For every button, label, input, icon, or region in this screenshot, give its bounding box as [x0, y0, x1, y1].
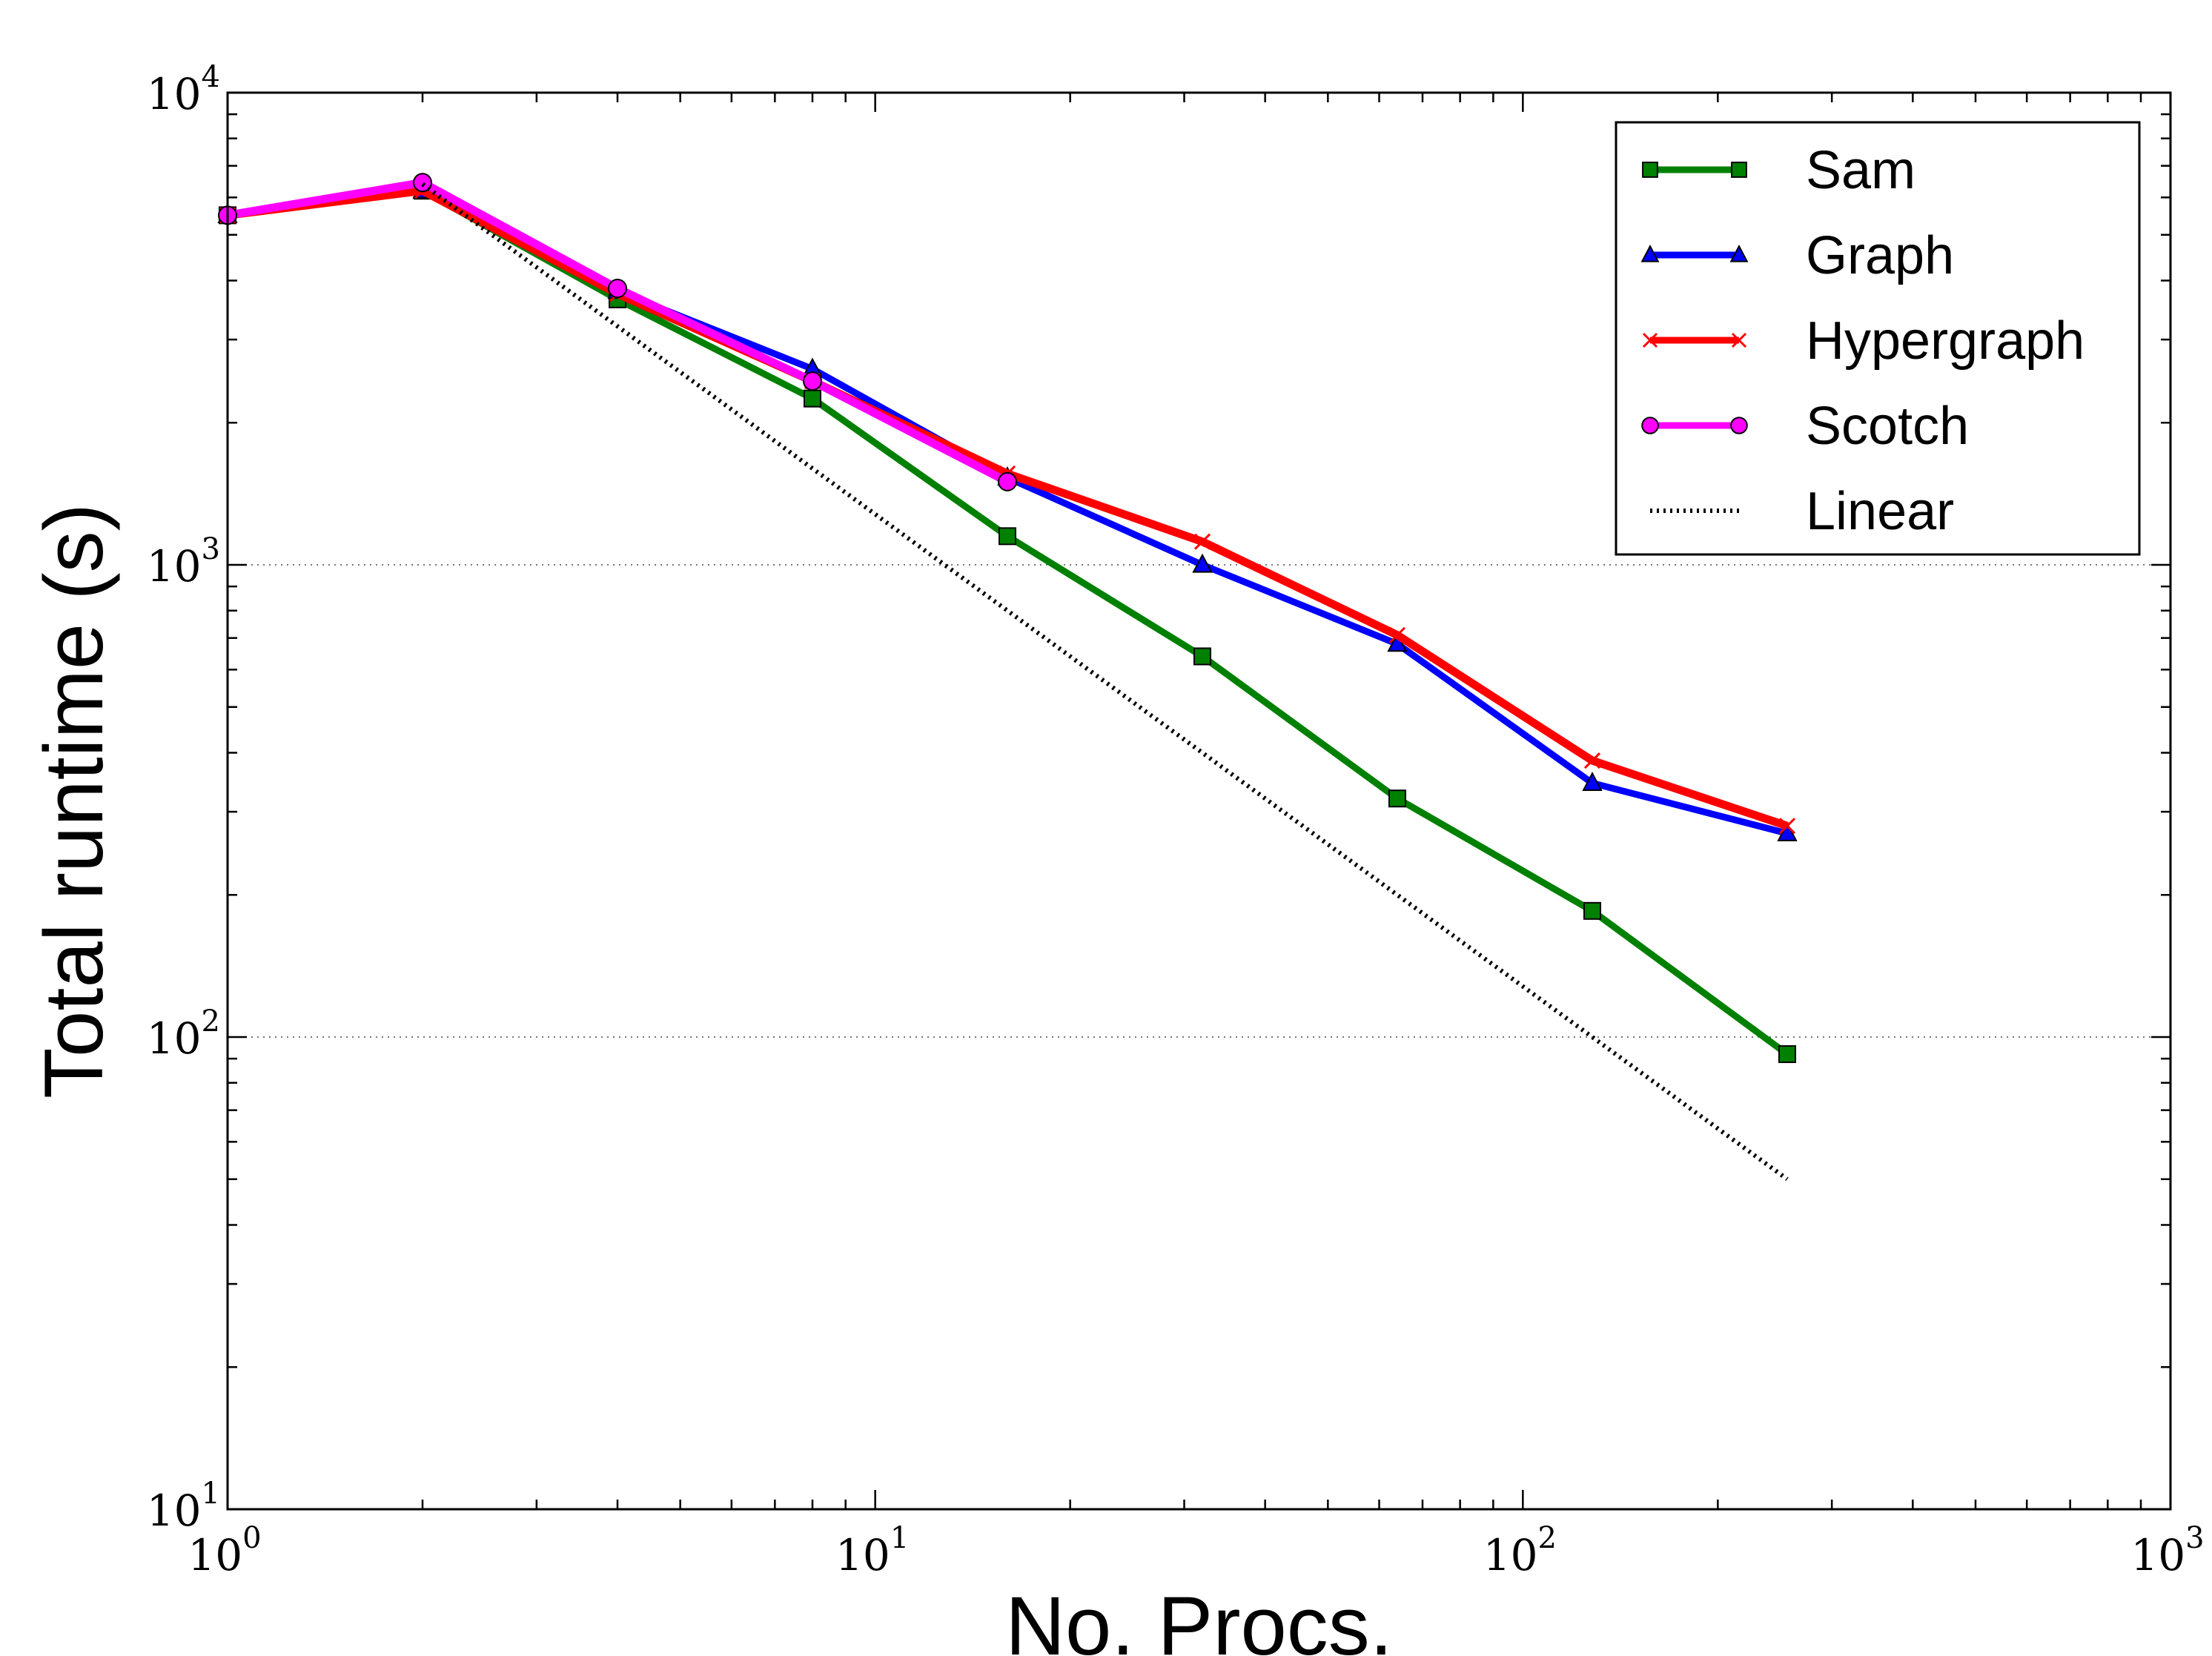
data-point-scotch	[997, 471, 1017, 491]
data-point-sam	[1778, 1045, 1796, 1064]
legend-marker	[1729, 244, 1749, 262]
legend-marker-stroke	[1642, 332, 1658, 348]
legend-marker	[1731, 162, 1747, 178]
x-axis-label: No. Procs.	[1005, 1580, 1393, 1656]
y-tick-label: 102	[147, 1004, 220, 1064]
data-point-scotch	[412, 173, 432, 193]
legend-item-linear: Linear	[1650, 482, 1954, 541]
data-point-hypergraph-stroke	[1388, 626, 1406, 643]
data-point-graph	[1192, 553, 1213, 573]
legend-label: Hypergraph	[1806, 311, 2084, 371]
legend-item-sam: Sam	[1642, 141, 1915, 200]
data-point-hypergraph	[1778, 818, 1796, 835]
legend: Sam Graph Hypergraph Scotch Linear	[1615, 121, 2141, 556]
data-point-sam	[998, 527, 1016, 546]
data-point-hypergraph	[1388, 626, 1406, 643]
legend-marker	[1642, 332, 1658, 348]
legend-marker	[1730, 417, 1748, 434]
x-tick-label: 101	[835, 1521, 909, 1580]
y-tick-label: 101	[147, 1477, 220, 1536]
data-point-scotch	[802, 371, 822, 391]
series-line-linear	[421, 182, 1789, 1182]
legend-item-graph: Graph	[1640, 226, 1954, 285]
legend-marker	[1642, 162, 1658, 178]
data-point-hypergraph-stroke	[1778, 818, 1796, 835]
y-tick-label: 103	[147, 532, 220, 592]
x-tick-label: 103	[2130, 1521, 2204, 1580]
series-linear	[421, 182, 1789, 1182]
legend-label: Linear	[1806, 482, 1954, 541]
data-point-scotch	[607, 279, 627, 299]
series-scotch	[218, 173, 1017, 491]
legend-marker	[1731, 332, 1747, 348]
data-point-sam	[1388, 789, 1406, 808]
series-layer	[217, 173, 1798, 1182]
legend-label: Graph	[1806, 226, 1954, 285]
grid-lines	[228, 564, 2170, 1038]
legend-item-scotch: Scotch	[1641, 397, 1969, 456]
legend-marker	[1640, 244, 1660, 262]
data-point-graph	[1777, 821, 1798, 841]
data-point-sam	[803, 389, 821, 408]
data-point-graph	[1582, 772, 1603, 792]
legend-item-hypergraph: Hypergraph	[1642, 311, 2084, 371]
y-tick-label: 104	[147, 60, 220, 119]
plot-area-frame	[226, 91, 2172, 1511]
y-axis-label: Total runtime (s)	[27, 503, 120, 1099]
data-point-hypergraph	[1193, 533, 1211, 550]
data-point-hypergraph-stroke	[1193, 533, 1211, 550]
x-tick-label: 100	[188, 1521, 261, 1580]
legend-marker	[1641, 417, 1659, 434]
legend-label: Sam	[1806, 141, 1915, 200]
data-point-hypergraph-stroke	[1583, 752, 1601, 769]
x-tick-label: 102	[1483, 1521, 1557, 1580]
ticks	[226, 93, 2170, 1511]
data-point-sam	[1583, 901, 1601, 920]
legend-label: Scotch	[1806, 397, 1969, 456]
data-point-hypergraph	[1583, 752, 1601, 769]
legend-marker-stroke	[1731, 332, 1747, 348]
data-point-sam	[1193, 647, 1211, 666]
